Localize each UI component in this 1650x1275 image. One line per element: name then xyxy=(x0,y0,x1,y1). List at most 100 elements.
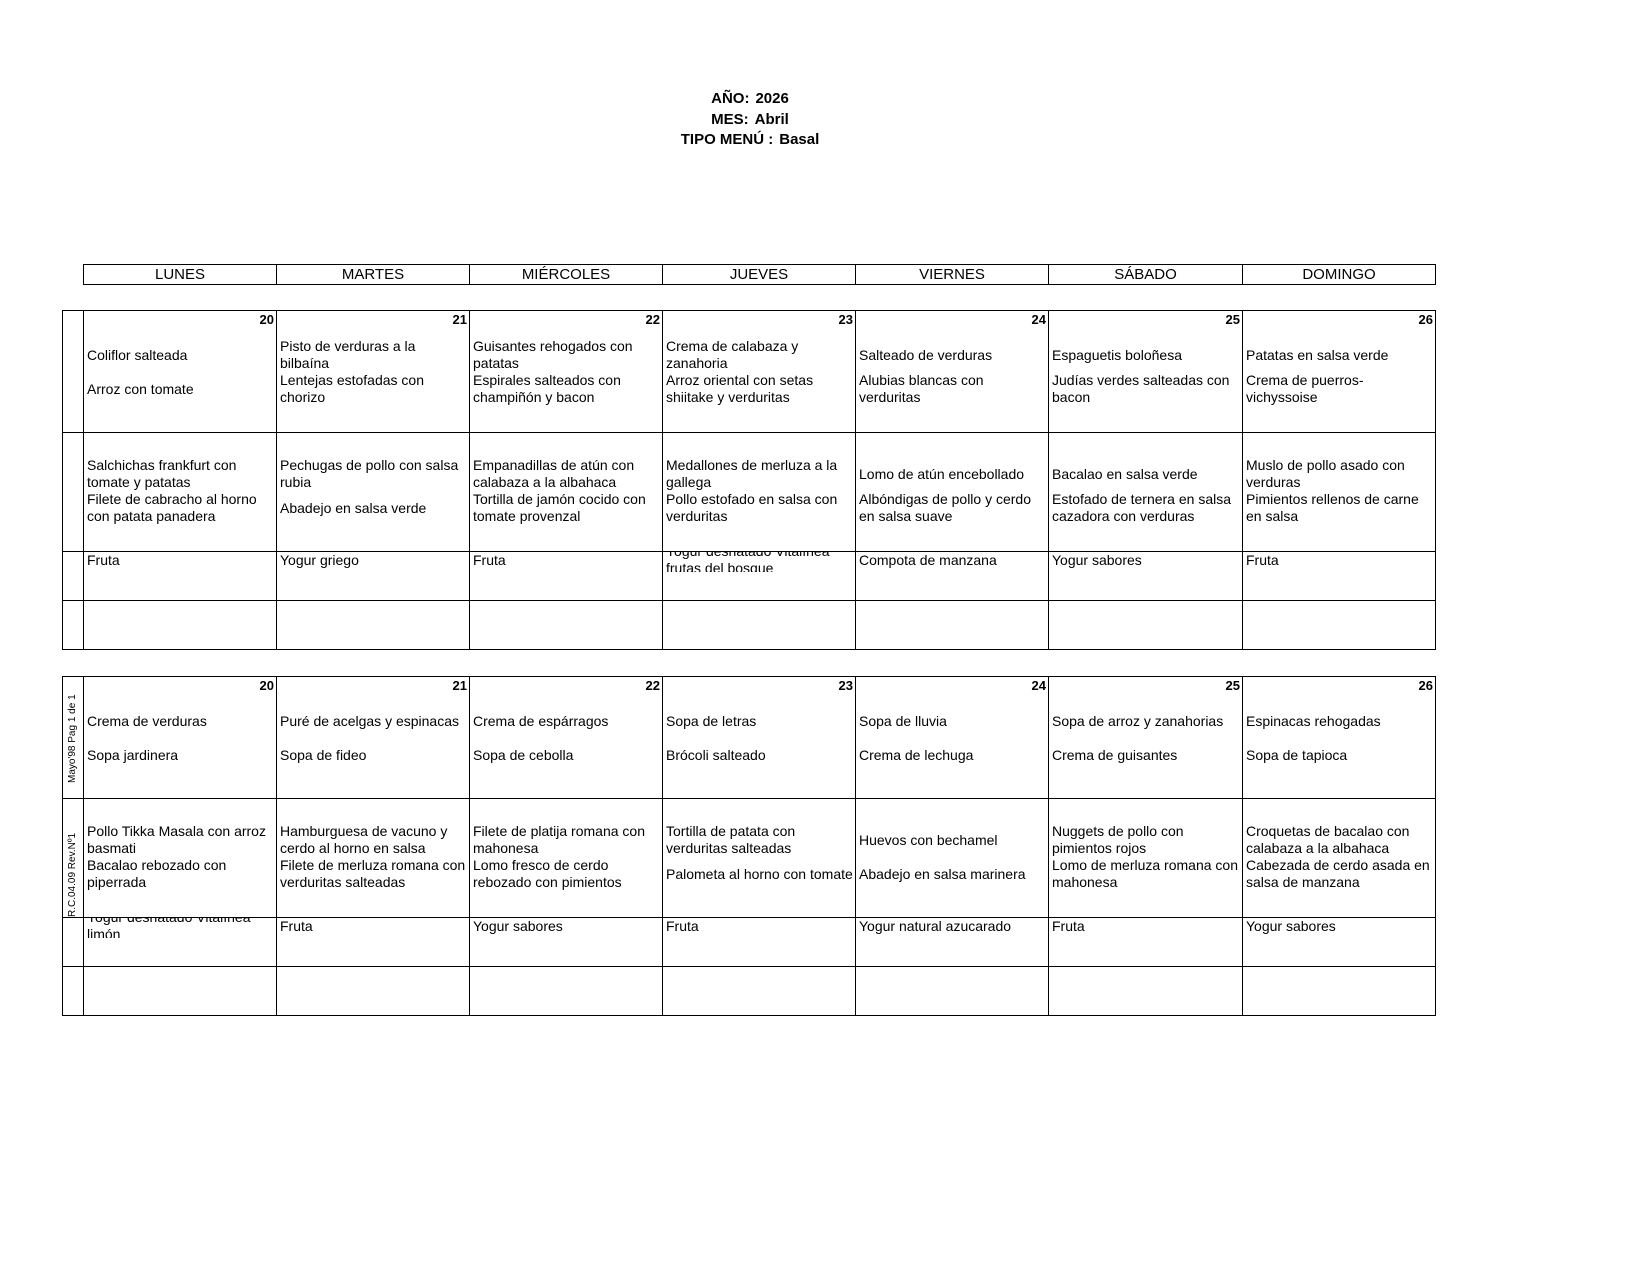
second-course-cell: Nuggets de pollo con pimientos rojos Lomo… xyxy=(1048,798,1243,918)
second-course: Palometa al horno con tomate xyxy=(666,865,853,882)
side-label: R.C.04.09 Rev.Nº1 xyxy=(67,832,78,917)
dessert-clip: Yogur sabores xyxy=(470,918,662,938)
day-number: 25 xyxy=(1225,678,1240,693)
day-name: MARTES xyxy=(276,264,470,285)
empty-cell xyxy=(276,600,470,650)
empty-cell xyxy=(469,966,663,1016)
first-course: Salteado de verduras xyxy=(859,346,993,363)
day-number: 21 xyxy=(452,312,467,327)
second-course: Huevos con bechamel xyxy=(859,831,998,848)
second-course-cell: Croquetas de bacalao con calabaza a la a… xyxy=(1242,798,1436,918)
first-course-cell: 21 Puré de acelgas y espinacas Sopa de fid… xyxy=(276,676,470,799)
dessert-clip: Fruta xyxy=(470,552,662,572)
dessert: Yogur desnatado Vitalínea limón xyxy=(87,918,250,938)
first-course: Espaguetis boloñesa xyxy=(1052,346,1182,363)
second-course: Pimientos rellenos de carne en salsa xyxy=(1246,491,1419,524)
day-number: 22 xyxy=(645,312,660,327)
side-cell xyxy=(62,600,84,650)
first-course: Patatas en salsa verde xyxy=(1246,346,1389,363)
second-course: Abadejo en salsa marinera xyxy=(859,865,1026,882)
day-number: 23 xyxy=(838,312,853,327)
day-number: 20 xyxy=(259,312,274,327)
first-course: Espinacas rehogadas xyxy=(1246,712,1381,729)
first-course: Sopa de tapioca xyxy=(1246,746,1348,763)
first-course: Sopa de arroz y zanahorias xyxy=(1052,712,1224,729)
empty-cell xyxy=(83,600,277,650)
dessert: Yogur sabores xyxy=(1246,918,1336,934)
side-cell xyxy=(62,432,84,552)
day-name: LUNES xyxy=(83,264,277,285)
dessert: Fruta xyxy=(87,552,120,568)
first-course: Crema de puerros-vichyssoise xyxy=(1246,372,1364,405)
second-course: Nuggets de pollo con pimientos rojos xyxy=(1052,823,1184,856)
second-course: Empanadillas de atún con calabaza a la a… xyxy=(473,457,635,490)
menu-type-label: TIPO MENÚ : xyxy=(680,131,774,148)
second-course: Pollo estofado en salsa con verduritas xyxy=(666,491,838,524)
dessert-cell: Fruta xyxy=(1242,551,1436,601)
dessert-clip: Yogur griego xyxy=(277,552,469,572)
day-number: 25 xyxy=(1225,312,1240,327)
dessert: Yogur desnatado Vitalínea frutas del bos… xyxy=(666,552,829,572)
first-course: Lentejas estofadas con chorizo xyxy=(280,372,424,405)
first-course: Arroz con tomate xyxy=(87,380,194,397)
dessert: Fruta xyxy=(666,918,699,934)
dessert-clip: Yogur desnatado Vitalínea limón xyxy=(84,918,276,938)
day-name: SÁBADO xyxy=(1048,264,1243,285)
second-course: Abadejo en salsa verde xyxy=(280,499,427,516)
first-course-cell: 22 Guisantes rehogados con patatas Espiral… xyxy=(469,310,663,433)
empty-cell xyxy=(1048,966,1243,1016)
dessert: Compota de manzana xyxy=(859,552,997,568)
side-cell xyxy=(62,551,84,601)
first-course: Crema de calabaza y zanahoria xyxy=(666,338,799,371)
first-course: Judías verdes salteadas con bacon xyxy=(1052,372,1230,405)
second-course: Bacalao en salsa verde xyxy=(1052,465,1198,482)
dessert-cell: Fruta xyxy=(662,917,856,967)
first-course: Sopa de lluvia xyxy=(859,712,947,729)
month-label: MES: xyxy=(711,111,749,128)
menu-type: Basal xyxy=(779,131,820,148)
empty-cell xyxy=(83,966,277,1016)
dessert-cell: Compota de manzana xyxy=(855,551,1049,601)
first-course: Crema de espárragos xyxy=(473,712,609,729)
dessert-clip: Fruta xyxy=(277,918,469,938)
dessert: Fruta xyxy=(280,918,313,934)
first-course: Crema de lechuga xyxy=(859,746,974,763)
first-course: Espirales salteados con champiñón y baco… xyxy=(473,372,621,405)
first-course: Guisantes rehogados con patatas xyxy=(473,338,633,371)
empty-cell xyxy=(1242,600,1436,650)
second-course: Lomo de merluza romana con mahonesa xyxy=(1052,857,1238,890)
second-course: Bacalao rebozado con piperrada xyxy=(87,857,227,890)
day-number: 26 xyxy=(1418,678,1433,693)
dessert-cell: Fruta xyxy=(276,917,470,967)
dessert: Fruta xyxy=(1246,552,1279,568)
second-course: Filete de merluza romana con verduritas … xyxy=(280,857,466,890)
second-course: Cabezada de cerdo asada en salsa de manz… xyxy=(1246,857,1430,890)
dessert-cell: Fruta xyxy=(1048,917,1243,967)
second-course: Albóndigas de pollo y cerdo en salsa sua… xyxy=(859,491,1032,524)
second-course: Pechugas de pollo con salsa rubia xyxy=(280,457,459,490)
second-course-cell: Tortilla de patata con verduritas saltea… xyxy=(662,798,856,918)
dessert-cell: Fruta xyxy=(469,551,663,601)
second-course-cell: Muslo de pollo asado con verduras Pimient… xyxy=(1242,432,1436,552)
dessert: Fruta xyxy=(473,552,506,568)
first-course: Pisto de verduras a la bilbaína xyxy=(280,338,416,371)
second-course: Lomo de atún encebollado xyxy=(859,465,1025,482)
second-course-cell: Lomo de atún encebollado Albóndigas de po… xyxy=(855,432,1049,552)
first-course-cell: 24 Salteado de verduras Alubias blancas co… xyxy=(855,310,1049,433)
dessert-clip: Compota de manzana xyxy=(856,552,1048,572)
day-name: DOMINGO xyxy=(1242,264,1436,285)
day-name: MIÉRCOLES xyxy=(469,264,663,285)
first-course-cell: 24 Sopa de lluvia Crema de lechuga xyxy=(855,676,1049,799)
day-number: 22 xyxy=(645,678,660,693)
second-course: Tortilla de jamón cocido con tomate prov… xyxy=(473,491,646,524)
dessert-cell: Yogur sabores xyxy=(1048,551,1243,601)
dessert-cell: Yogur natural azucarado xyxy=(855,917,1049,967)
side-label: Mayo'98 Pag 1 de 1 xyxy=(67,694,78,783)
menu-type-line: TIPO MENÚ : Basal xyxy=(600,131,900,148)
second-course-cell: Filete de platija romana con mahonesa Lom… xyxy=(469,798,663,918)
second-course: Croquetas de bacalao con calabaza a la a… xyxy=(1246,823,1410,856)
year-line: AÑO: 2026 xyxy=(600,90,900,107)
second-course: Medallones de merluza a la gallega xyxy=(666,457,838,490)
second-course: Muslo de pollo asado con verduras xyxy=(1246,457,1405,490)
